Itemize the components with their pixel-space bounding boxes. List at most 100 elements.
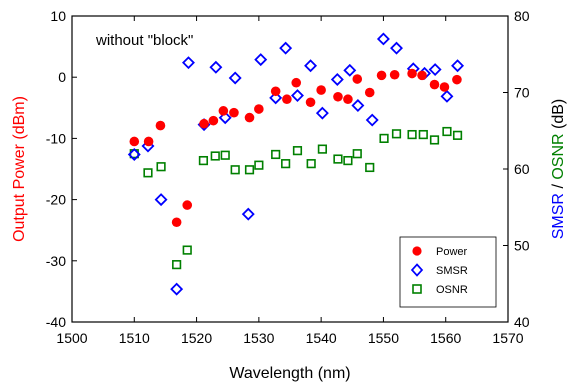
y-left-tick-label: -40 [46, 314, 66, 330]
power-point [316, 85, 326, 95]
y-axis-right-title-slash: / [550, 180, 567, 193]
osnr-point [429, 135, 440, 145]
smsr-point [154, 193, 168, 207]
power-point [343, 94, 353, 105]
power-point [407, 68, 417, 79]
smsr-point [127, 147, 141, 161]
smsr-point [218, 111, 232, 125]
osnr-point [352, 149, 362, 159]
x-tick-label: 1560 [430, 330, 461, 346]
power-point [171, 217, 182, 228]
osnr-point [230, 165, 240, 175]
power-point [305, 97, 316, 108]
smsr-point [440, 89, 454, 103]
osnr-point [271, 149, 281, 160]
legend-osnr-label: OSNR [436, 284, 468, 296]
smsr-point [279, 41, 293, 55]
y-right-tick-label: 80 [514, 8, 530, 24]
y-left-tick-label: -10 [46, 130, 66, 146]
y-right-tick-label: 70 [514, 85, 530, 101]
osnr-point [442, 126, 452, 137]
osnr-point [198, 155, 209, 166]
y-left-tick-label: 10 [50, 8, 66, 24]
x-tick-label: 1520 [181, 330, 212, 346]
y-axis-right-title-unit: (dB) [550, 99, 567, 134]
y-right-tick-label: 60 [514, 161, 530, 177]
power-point [452, 74, 462, 85]
smsr-point [343, 63, 357, 77]
smsr-point [315, 106, 329, 120]
smsr-point [304, 59, 318, 73]
power-point [364, 87, 375, 98]
smsr-point [182, 56, 195, 70]
power-point [333, 91, 343, 102]
y-right-tick-label: 50 [514, 238, 530, 254]
power-point [417, 70, 427, 81]
legend: Power SMSR OSNR [399, 236, 497, 308]
power-point [244, 112, 255, 123]
power-point [129, 136, 140, 147]
osnr-point [156, 162, 166, 172]
x-tick-label: 1550 [368, 330, 399, 346]
power-point [254, 104, 264, 114]
smsr-point [451, 59, 465, 73]
x-tick-label: 1540 [306, 330, 337, 346]
plot-frame [71, 15, 509, 323]
osnr-point [210, 151, 220, 161]
osnr-point [452, 130, 463, 140]
legend-power-marker [412, 246, 422, 256]
power-point [291, 77, 302, 88]
smsr-point [351, 99, 365, 112]
power-point [270, 86, 281, 97]
power-point [208, 115, 219, 126]
x-axis-title: Wavelength (nm) [229, 365, 350, 382]
osnr-point [254, 160, 264, 170]
y-left-tick-label: -20 [46, 192, 66, 208]
power-point [389, 69, 400, 80]
osnr-point [292, 146, 303, 156]
smsr-point [330, 73, 344, 86]
power-point [282, 94, 292, 105]
power-point [352, 74, 363, 84]
osnr-point [333, 154, 343, 164]
power-point [439, 82, 450, 92]
smsr-point [209, 60, 223, 74]
osnr-point [143, 168, 153, 178]
x-tick-label: 1500 [56, 330, 87, 346]
power-point [218, 106, 229, 116]
osnr-point [418, 129, 428, 140]
y-axis-right-title-smsr: SMSR [550, 193, 567, 239]
power-point [229, 107, 239, 118]
power-point [199, 118, 209, 129]
osnr-point [391, 129, 402, 139]
y-left-tick-label: 0 [58, 69, 66, 85]
osnr-point [365, 162, 375, 173]
smsr-point [428, 63, 442, 77]
smsr-point [241, 207, 255, 221]
smsr-point [376, 32, 390, 46]
legend-osnr-marker [412, 284, 422, 294]
legend-smsr-marker [410, 263, 424, 277]
data-points [127, 32, 465, 296]
power-point [155, 120, 166, 131]
y-left-tick-label: -30 [46, 253, 66, 269]
power-point [376, 70, 387, 81]
osnr-point [172, 260, 182, 270]
osnr-point [244, 165, 255, 175]
legend-smsr-label: SMSR [436, 265, 468, 277]
axis-ticks: 1500 1510 1520 1530 1540 1550 1560 1570 -40 -30 -2… [46, 8, 530, 346]
legend-power-label: Power [436, 246, 468, 258]
y-right-tick-label: 40 [514, 314, 530, 330]
x-tick-label: 1510 [119, 330, 150, 346]
x-tick-label: 1530 [243, 330, 274, 346]
annotation-label: without "block" [95, 32, 193, 49]
x-tick-label: 1570 [492, 330, 523, 346]
smsr-point [291, 89, 304, 103]
osnr-point [306, 159, 316, 169]
smsr-point [228, 71, 242, 85]
smsr-point [365, 113, 379, 127]
power-point [182, 200, 193, 210]
smsr-point [170, 282, 184, 296]
power-point [429, 79, 440, 90]
